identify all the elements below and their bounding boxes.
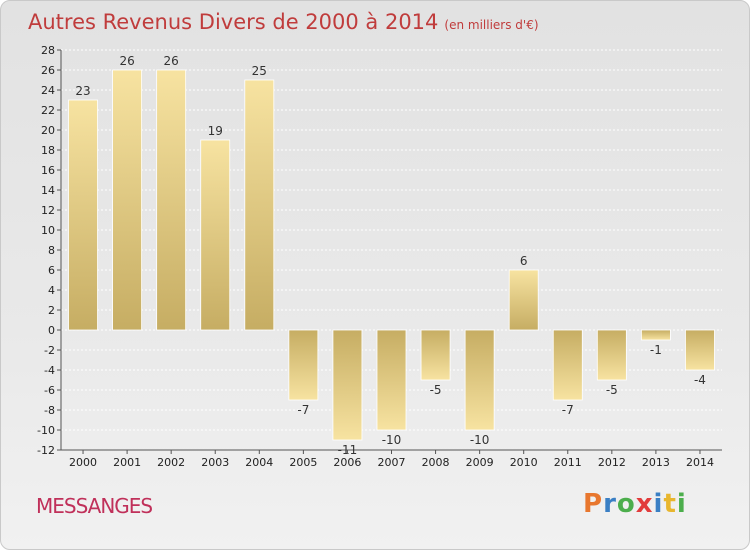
- bar: [641, 329, 671, 341]
- bar: [332, 329, 363, 441]
- bar: [596, 329, 627, 381]
- chart-title: Autres Revenus Divers de 2000 à 2014 (en …: [28, 10, 539, 34]
- bar: [464, 329, 495, 431]
- bar: [685, 329, 715, 371]
- bar: [68, 99, 98, 331]
- data-label: 26: [119, 54, 134, 68]
- data-label: -10: [382, 433, 402, 447]
- y-tick-label: 2: [48, 304, 55, 317]
- y-tick-label: -4: [44, 364, 55, 377]
- x-tick-label: 2010: [510, 456, 538, 469]
- y-tick-label: 6: [48, 264, 55, 277]
- y-tick-label: -6: [44, 384, 55, 397]
- logo-letter: x: [635, 489, 654, 519]
- logo-letter: P: [583, 489, 604, 519]
- y-tick-label: 12: [41, 204, 55, 217]
- data-label: 19: [208, 124, 223, 138]
- title-unit: (en milliers d'€): [444, 18, 539, 32]
- y-tick-label: 24: [41, 84, 55, 97]
- x-tick-label: 2003: [201, 456, 229, 469]
- bar: [156, 69, 187, 331]
- y-tick-label: 18: [41, 144, 55, 157]
- y-tick-label: -2: [44, 344, 55, 357]
- x-tick-label: 2001: [113, 456, 141, 469]
- logo-letter: t: [663, 489, 677, 519]
- y-tick-label: -12: [37, 444, 55, 457]
- y-tick-label: 16: [41, 164, 55, 177]
- data-label: -5: [430, 383, 442, 397]
- x-tick-label: 2009: [466, 456, 494, 469]
- data-label: 25: [252, 64, 267, 78]
- x-tick-label: 2000: [69, 456, 97, 469]
- x-tick-label: 2008: [422, 456, 450, 469]
- place-name: MESSANGES: [36, 494, 153, 518]
- y-tick-label: 0: [48, 324, 55, 337]
- y-tick-label: 4: [48, 284, 55, 297]
- logo-letter: o: [616, 489, 636, 519]
- proxiti-logo: Proxiti: [583, 489, 687, 519]
- logo-letter: i: [653, 489, 664, 519]
- y-tick-label: 28: [41, 44, 55, 57]
- data-label: -4: [694, 373, 706, 387]
- bar: [420, 329, 451, 381]
- bar: [508, 269, 539, 331]
- bar: [112, 69, 142, 331]
- data-label: -5: [606, 383, 618, 397]
- x-tick-label: 2013: [642, 456, 670, 469]
- x-tick-label: 2007: [378, 456, 406, 469]
- y-tick-label: 10: [41, 224, 55, 237]
- bar: [244, 79, 275, 331]
- y-tick-label: 8: [48, 244, 55, 257]
- data-label: 6: [520, 254, 528, 268]
- y-tick-label: 20: [41, 124, 55, 137]
- y-tick-label: 26: [41, 64, 55, 77]
- x-tick-label: 2005: [289, 456, 317, 469]
- data-label: 23: [75, 84, 90, 98]
- data-label: -10: [470, 433, 490, 447]
- logo-letter: i: [676, 489, 687, 519]
- data-label: -1: [650, 343, 662, 357]
- x-tick-label: 2012: [598, 456, 626, 469]
- bar: [288, 329, 319, 401]
- x-tick-label: 2011: [554, 456, 582, 469]
- x-tick-label: 2014: [686, 456, 714, 469]
- data-label: -7: [562, 403, 574, 417]
- data-label: -7: [297, 403, 309, 417]
- bar: [552, 329, 583, 401]
- data-label: 26: [164, 54, 179, 68]
- bar: [200, 139, 231, 331]
- bar: [376, 329, 407, 431]
- y-tick-label: 22: [41, 104, 55, 117]
- y-tick-label: 14: [41, 184, 55, 197]
- title-text: Autres Revenus Divers de 2000 à 2014: [28, 10, 439, 34]
- x-tick-label: 2006: [333, 456, 361, 469]
- x-tick-label: 2002: [157, 456, 185, 469]
- y-tick-label: -10: [37, 424, 55, 437]
- x-tick-label: 2004: [245, 456, 273, 469]
- y-tick-label: -8: [44, 404, 55, 417]
- logo-letter: r: [603, 489, 617, 519]
